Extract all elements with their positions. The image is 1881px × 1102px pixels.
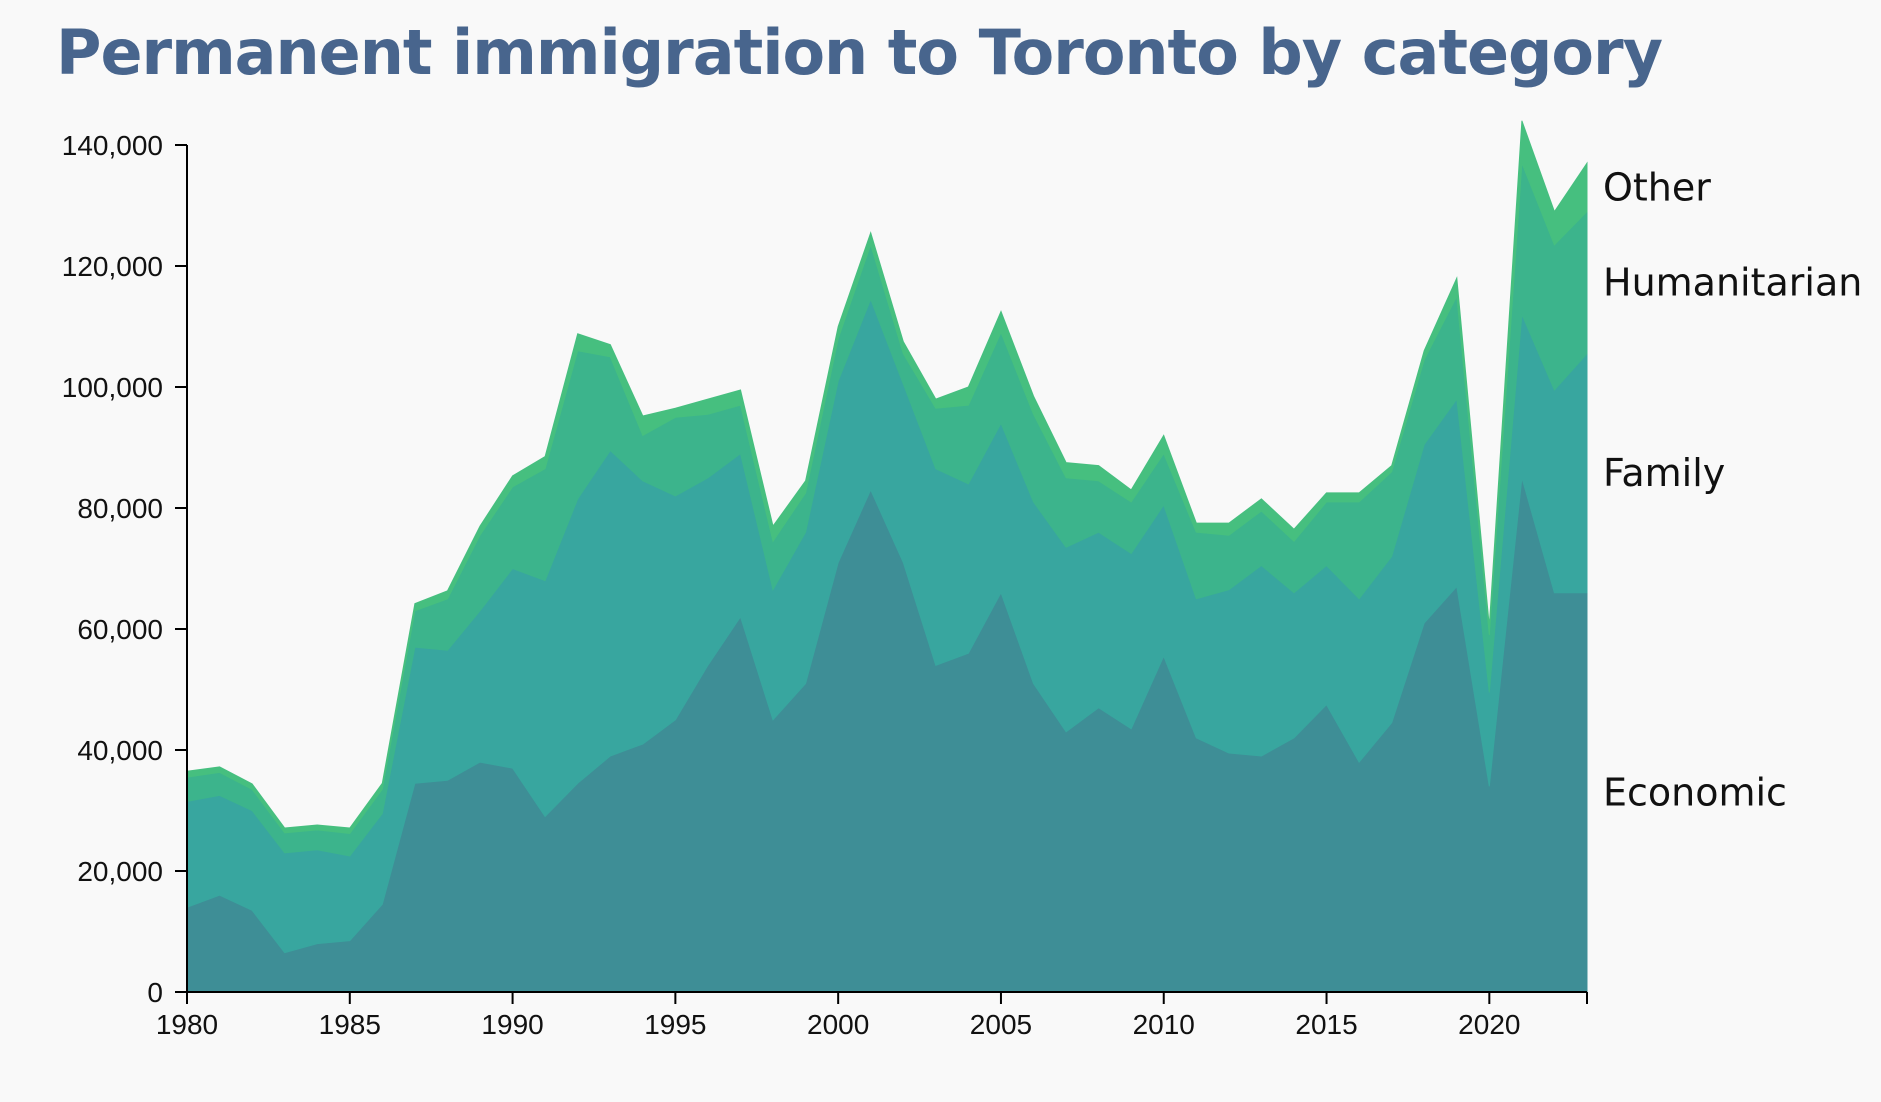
y-tick-label: 20,000 (77, 856, 163, 887)
series-labels-layer: Economic Family Humanitarian Other (1603, 165, 1862, 814)
y-tick-label: 40,000 (77, 735, 163, 766)
x-tick-label: 2015 (1295, 1009, 1357, 1040)
y-tick-label: 80,000 (77, 493, 163, 524)
x-tick-label: 1980 (156, 1009, 218, 1040)
x-tick-label: 1995 (644, 1009, 706, 1040)
series-label-family: Family (1603, 451, 1725, 495)
area-other (186, 120, 1588, 835)
y-tick-label: 100,000 (62, 372, 163, 403)
series-label-humanitarian: Humanitarian (1603, 261, 1862, 305)
y-tick-label: 60,000 (77, 614, 163, 645)
x-tick-label: 1985 (319, 1009, 381, 1040)
x-tick-label: 2020 (1458, 1009, 1520, 1040)
y-tick-label: 0 (147, 977, 163, 1008)
series-label-other: Other (1603, 165, 1711, 209)
areas-layer (186, 120, 1588, 993)
x-tick-label: 2000 (807, 1009, 869, 1040)
y-tick-label: 120,000 (62, 251, 163, 282)
x-tick-label: 1990 (481, 1009, 543, 1040)
x-tick-label: 2005 (970, 1009, 1032, 1040)
y-tick-label: 140,000 (62, 130, 163, 161)
series-label-economic: Economic (1603, 770, 1787, 814)
page-title: Permanent immigration to Toronto by cate… (56, 16, 1663, 89)
axes-layer: 0 20,000 40,000 60,000 80,000 100,000 120,000 1… (62, 130, 1588, 1040)
x-tick-label: 2010 (1133, 1009, 1195, 1040)
